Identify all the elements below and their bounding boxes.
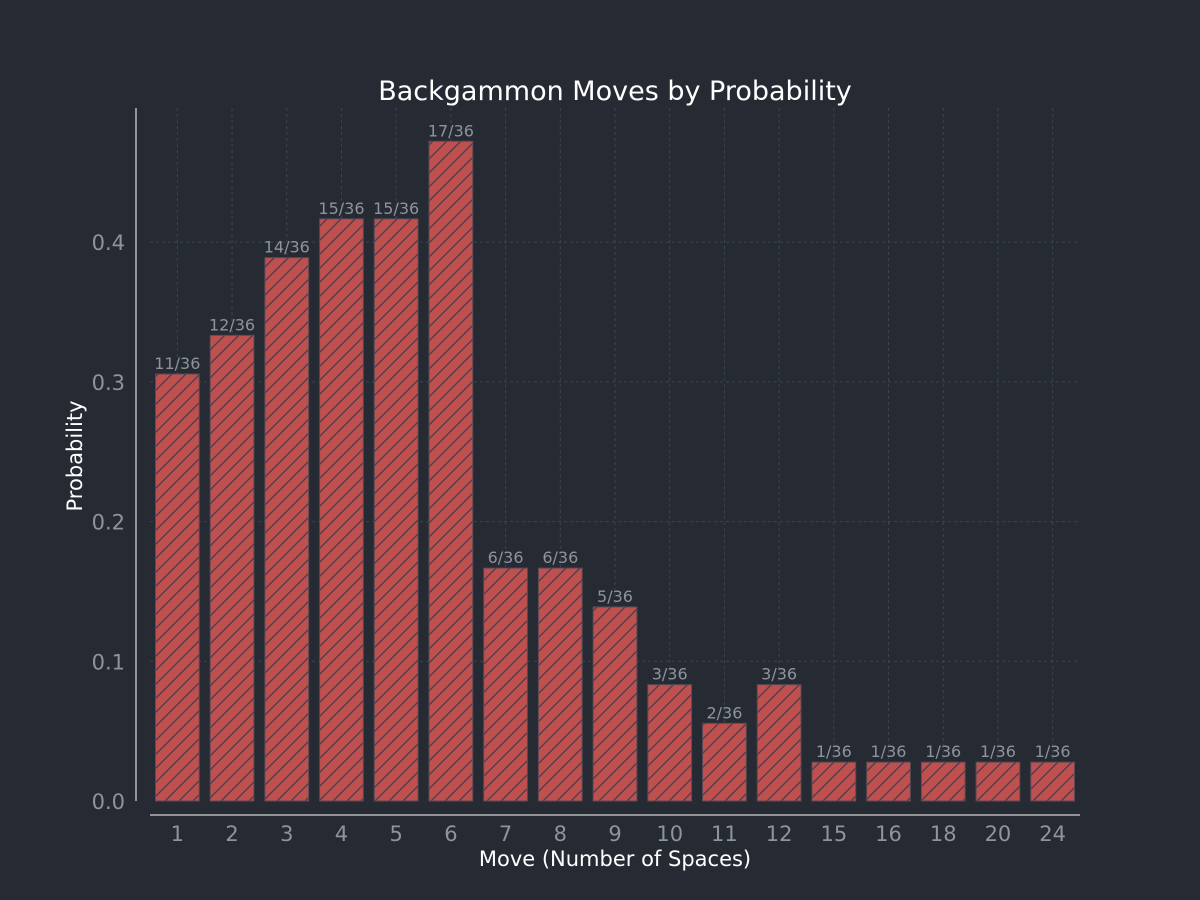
x-tick-label: 16 — [875, 822, 902, 846]
x-tick-label: 9 — [608, 822, 621, 846]
y-axis-label: Probability — [63, 400, 87, 511]
y-tick-label: 0.4 — [92, 231, 125, 255]
x-tick-label: 8 — [554, 822, 567, 846]
bar — [975, 761, 1021, 802]
x-tick-label: 12 — [766, 822, 793, 846]
bar — [428, 140, 474, 802]
bar — [866, 761, 911, 802]
bar — [702, 722, 747, 802]
bar — [647, 684, 693, 802]
x-tick-label: 11 — [711, 822, 738, 846]
bar — [1030, 761, 1076, 802]
x-axis-label: Move (Number of Spaces) — [479, 847, 751, 871]
chart-title: Backgammon Moves by Probability — [378, 76, 852, 107]
x-tick-label: 5 — [389, 822, 402, 846]
data-label: 3/36 — [761, 665, 797, 684]
x-tick-labels: 1 2 3 4 5 6 7 8 9 10 11 12 15 16 18 20 24 — [171, 822, 1066, 846]
x-tick-label: 2 — [225, 822, 238, 846]
bar — [483, 567, 528, 802]
data-label: 3/36 — [652, 665, 688, 684]
bar — [537, 567, 583, 802]
data-label: 1/36 — [871, 742, 907, 761]
x-tick-label: 1 — [171, 822, 184, 846]
data-label: 17/36 — [428, 121, 474, 140]
y-tick-label: 0.2 — [92, 511, 125, 535]
x-tick-label: 3 — [280, 822, 293, 846]
x-tick-label: 6 — [444, 822, 457, 846]
bar — [756, 684, 802, 802]
data-label: 15/36 — [318, 199, 364, 218]
bar — [209, 334, 255, 802]
data-label: 14/36 — [264, 238, 310, 257]
data-label: 2/36 — [706, 703, 742, 722]
x-tick-label: 10 — [656, 822, 683, 846]
data-label: 1/36 — [1035, 742, 1071, 761]
data-label: 11/36 — [154, 354, 200, 373]
x-tick-label: 24 — [1039, 822, 1066, 846]
bar — [920, 761, 966, 802]
data-label: 6/36 — [488, 548, 524, 567]
data-label: 1/36 — [980, 742, 1016, 761]
x-tick-label: 20 — [985, 822, 1012, 846]
x-tick-label: 15 — [820, 822, 847, 846]
y-tick-label: 0.3 — [92, 371, 125, 395]
data-label: 1/36 — [925, 742, 961, 761]
x-tick-label: 18 — [930, 822, 957, 846]
x-tick-label: 7 — [499, 822, 512, 846]
bar — [811, 761, 857, 802]
data-labels: 11/36 12/36 14/36 15/36 15/36 17/36 6/36 6/36 5/… — [154, 121, 1070, 761]
data-label: 1/36 — [816, 742, 852, 761]
y-tick-label: 0.1 — [92, 650, 125, 674]
bar — [373, 218, 419, 802]
data-label: 5/36 — [597, 587, 633, 606]
data-label: 15/36 — [373, 199, 419, 218]
bar — [264, 257, 310, 802]
bar — [592, 606, 638, 802]
axes — [135, 108, 1080, 816]
data-label: 12/36 — [209, 315, 255, 334]
bar — [154, 373, 200, 802]
y-tick-labels: 0.0 0.1 0.2 0.3 0.4 — [92, 231, 125, 814]
y-tick-label: 0.0 — [92, 790, 125, 814]
bar — [319, 218, 364, 802]
bars — [154, 140, 1076, 802]
x-tick-label: 4 — [335, 822, 348, 846]
data-label: 6/36 — [542, 548, 578, 567]
